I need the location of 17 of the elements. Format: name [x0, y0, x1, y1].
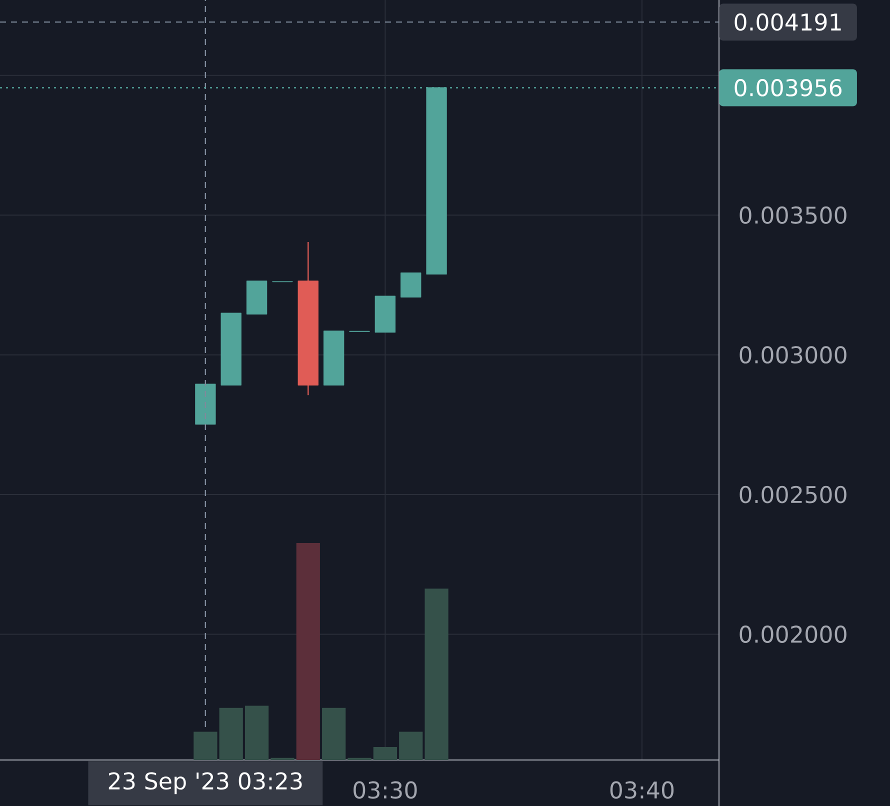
y-tick-label: 0.002500: [740, 486, 846, 504]
bar: [424, 588, 448, 760]
bar: [296, 542, 320, 760]
bar: [373, 746, 397, 760]
bar: [219, 708, 243, 760]
ref-line-label: 0.003956: [734, 79, 842, 96]
ref-line-label: 0.004191: [734, 13, 841, 31]
x-tick-label: 03:40: [610, 781, 674, 799]
y-tick-label: 0.003500: [740, 206, 846, 224]
y-tick-label: 0.002000: [740, 626, 846, 643]
bar: [244, 706, 269, 760]
ref-line-label: 23 Sep '23 03:23: [108, 772, 302, 794]
bar: [322, 708, 346, 760]
bar: [194, 732, 218, 760]
x-tick-label: 03:30: [354, 781, 417, 799]
y-tick-label: 0.003000: [740, 346, 846, 364]
bar: [399, 732, 423, 760]
